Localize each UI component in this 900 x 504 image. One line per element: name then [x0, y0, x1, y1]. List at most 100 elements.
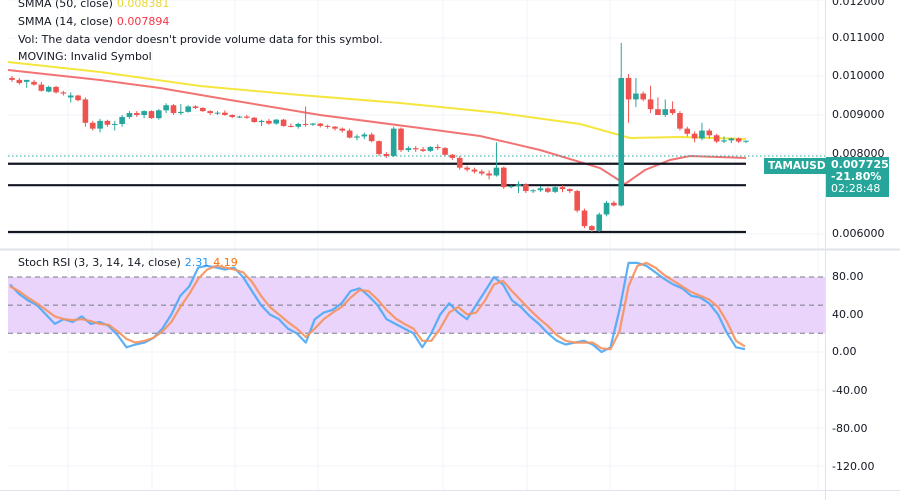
candle-body [523, 184, 529, 192]
candle-body [390, 128, 397, 156]
price-tick: 0.011000 [832, 31, 885, 44]
candle-body [434, 146, 441, 149]
candle-body [141, 111, 147, 115]
candle-body [9, 77, 15, 80]
candle-body [713, 135, 720, 142]
candle-body [596, 214, 602, 231]
candle-body [332, 126, 338, 129]
candle-body [273, 119, 280, 124]
smma50-value: 0.008381 [116, 0, 170, 10]
legend-smma50: SMMA (50, close) 0.008381 [18, 0, 169, 11]
candle-body [669, 109, 676, 114]
candle-body [552, 187, 558, 192]
candle-body [420, 149, 426, 151]
candle-body [640, 93, 647, 100]
candle-body [324, 125, 331, 127]
candle-body [16, 79, 23, 84]
candle-body [515, 184, 522, 186]
candle-body [295, 123, 302, 127]
candle-body [244, 116, 250, 118]
candle-body [207, 111, 213, 114]
stoch-tick: -80.00 [832, 422, 868, 435]
stoch-tick: 80.00 [832, 270, 864, 283]
smma14-value: 0.007894 [116, 15, 170, 28]
candle-body [302, 123, 309, 125]
candle-body [310, 123, 316, 125]
price-tick: 0.006000 [832, 227, 885, 240]
candle-body [721, 140, 727, 142]
candle-body [229, 115, 235, 117]
stoch-tick: -120.00 [832, 460, 875, 473]
candle-body [449, 154, 456, 158]
candle-body [339, 128, 346, 131]
candle-body [735, 138, 742, 142]
candle-body [376, 141, 382, 154]
candle-body [589, 226, 595, 231]
change-percent: -21.80% [831, 170, 882, 183]
candle-body [214, 112, 221, 114]
stoch-k-line [9, 261, 746, 354]
candle-body [581, 210, 588, 227]
candle-body [185, 106, 191, 112]
candle-body [574, 191, 580, 211]
symbol-tag: TAMAUSD [764, 158, 830, 174]
legend-smma14: SMMA (14, close) 0.007894 [18, 15, 169, 29]
candle-body [346, 130, 353, 138]
candle-body [442, 148, 448, 155]
candle-body [412, 148, 419, 150]
stoch-label: Stoch RSI (3, 3, 14, 14, close) [18, 256, 181, 269]
candle-body [53, 86, 59, 93]
candle-body [258, 120, 265, 123]
bar-countdown: 02:28:48 [831, 182, 881, 195]
candle-body [368, 134, 375, 142]
moving-text: MOVING: Invalid Symbol [18, 50, 152, 63]
candle-body [456, 157, 463, 168]
candle-body [500, 167, 507, 188]
candle-body [280, 119, 287, 126]
candle-body [662, 109, 669, 115]
smma14-line [7, 69, 747, 186]
last-price: 0.007725 [831, 158, 889, 171]
candle-body [317, 123, 324, 126]
candle-body [75, 95, 81, 101]
candle-body [530, 190, 536, 192]
candle-body [464, 167, 470, 170]
candle-body [133, 113, 140, 115]
candle-body [427, 146, 434, 151]
candle-body [478, 171, 485, 174]
candle-body [200, 107, 206, 112]
legend-volume: Vol: The data vendor doesn't provide vol… [18, 33, 383, 47]
candle-body [148, 111, 155, 119]
stoch-tick: 0.00 [832, 345, 857, 358]
candle-body [222, 112, 228, 115]
candle-body [60, 92, 67, 94]
candle-body [67, 95, 74, 98]
candle-body [178, 111, 184, 114]
candle-body [89, 122, 96, 129]
candle-body [104, 120, 111, 125]
candle-body [699, 130, 705, 139]
last-price-tag: 0.007725 -21.80% 02:28:48 [826, 157, 889, 197]
smma50-line [7, 61, 747, 140]
candle-body [398, 128, 404, 151]
candle-body [728, 138, 735, 141]
candle-body [111, 123, 118, 125]
legend-moving: MOVING: Invalid Symbol [18, 50, 152, 64]
candle-body [545, 188, 551, 192]
candle-body [655, 109, 661, 115]
candle-body [97, 120, 103, 129]
price-tick: 0.010000 [832, 69, 885, 82]
price-tick: 0.009000 [832, 108, 885, 121]
volume-text: Vol: The data vendor doesn't provide vol… [18, 33, 383, 46]
candle-body [537, 188, 544, 191]
candle-body [163, 105, 169, 111]
candle-body [625, 77, 632, 100]
candle-body [684, 128, 691, 134]
stoch-d-value: 4.19 [213, 256, 238, 269]
stoch-tick: 40.00 [832, 308, 864, 321]
candle-body [691, 133, 698, 139]
candle-body [45, 86, 52, 92]
candle-body [633, 93, 639, 100]
